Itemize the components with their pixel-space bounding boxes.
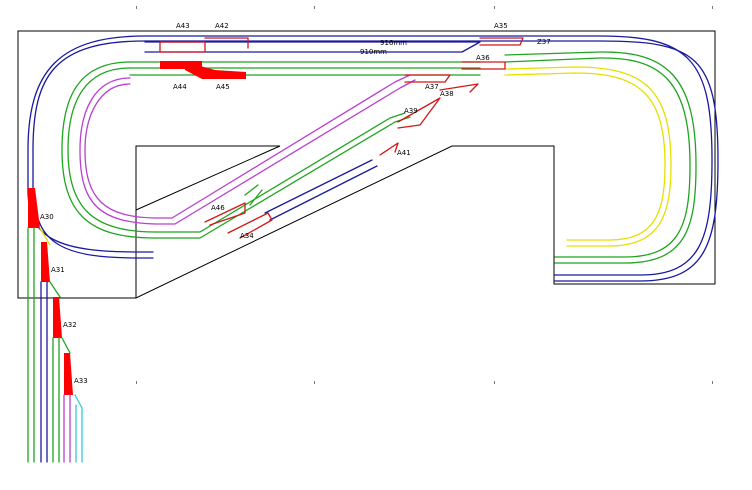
label-A34: A34: [240, 232, 254, 240]
label-Z37: Z37: [537, 38, 551, 46]
label-A35: A35: [494, 22, 508, 30]
label-A43: A43: [176, 22, 190, 30]
fiddle-yard-tracks: [27, 227, 83, 463]
label-A37: A37: [425, 83, 439, 91]
branch-track: [504, 66, 672, 247]
grid-ticks: [136, 6, 713, 384]
label-A31: A31: [51, 266, 65, 274]
label-len-916: 916mm: [380, 39, 407, 47]
main-line-track: [61, 51, 697, 264]
label-A30: A30: [40, 213, 54, 221]
label-A36: A36: [476, 54, 490, 62]
label-A41: A41: [397, 149, 411, 157]
turnout-labels: A43 A42 A35 Z37 916mm 910mm A36 A44 A45 …: [40, 22, 551, 385]
label-A45: A45: [216, 83, 230, 91]
label-len-910: 910mm: [360, 48, 387, 56]
turnout-outlines: [159, 37, 524, 239]
outer-loop-track: [27, 35, 719, 282]
label-A46: A46: [211, 204, 225, 212]
label-A39: A39: [404, 107, 418, 115]
switch-motors: [28, 61, 246, 395]
label-A32: A32: [63, 321, 77, 329]
label-A44: A44: [173, 83, 187, 91]
label-A38: A38: [440, 90, 454, 98]
inner-line-track: [79, 74, 416, 225]
label-A42: A42: [215, 22, 229, 30]
label-A33: A33: [74, 377, 88, 385]
